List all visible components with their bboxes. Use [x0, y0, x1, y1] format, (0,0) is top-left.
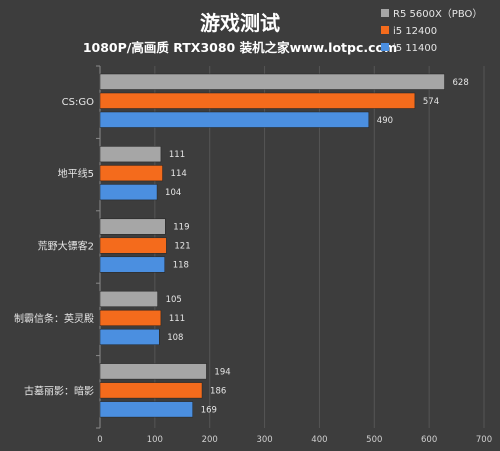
bar-value-label: 104: [165, 188, 181, 198]
bar: [99, 165, 163, 182]
bar: [99, 256, 165, 273]
bar: [99, 73, 445, 90]
bar: [99, 218, 166, 235]
legend-swatch: [381, 43, 389, 51]
x-tick-label: 100: [147, 435, 163, 445]
bars: 628 574 490 111 114 104 119 121 118 105 111 108 194 1…: [99, 73, 469, 418]
x-tick-label: 0: [97, 435, 102, 445]
legend: R5 5600X（PBO） i5 12400 i5 11400: [381, 8, 482, 54]
x-tick-label: 700: [476, 435, 492, 445]
bar-value-label: 574: [423, 97, 439, 107]
bar: [99, 382, 203, 399]
bar: [99, 328, 160, 345]
bar: [99, 401, 193, 418]
legend-swatch: [381, 26, 389, 34]
x-tick-label: 400: [311, 435, 327, 445]
bar: [99, 111, 370, 128]
bar-value-label: 111: [169, 314, 185, 324]
chart-subtitle: 1080P/高画质 RTX3080 装机之家www.lotpc.com: [83, 40, 397, 55]
x-tick-label: 200: [202, 435, 218, 445]
bar-value-label: 118: [173, 261, 189, 271]
legend-label: i5 12400: [393, 26, 437, 37]
x-tick-label: 300: [256, 435, 272, 445]
category-label: 制霸信条：英灵殿: [14, 312, 94, 325]
bar: [99, 146, 162, 163]
x-tick-label: 600: [421, 435, 437, 445]
bar-value-label: 194: [214, 367, 230, 377]
bar: [99, 184, 158, 201]
category-label: 地平线5: [58, 167, 94, 180]
bar: [99, 92, 416, 109]
bar-value-label: 114: [171, 169, 187, 179]
bar: [99, 237, 167, 254]
bar-value-label: 186: [210, 386, 226, 396]
bar-value-label: 108: [167, 333, 183, 343]
legend-label: R5 5600X（PBO）: [393, 8, 482, 20]
bar-value-label: 628: [453, 78, 469, 88]
bar-value-label: 119: [173, 223, 189, 233]
x-tick-label: 500: [366, 435, 382, 445]
chart-title: 游戏测试: [200, 11, 280, 35]
x-axis-ticks: 0 100 200 300 400 500 600 700: [97, 435, 492, 445]
bar-value-label: 105: [166, 295, 182, 305]
bar: [99, 309, 162, 326]
bar-value-label: 111: [169, 150, 185, 160]
category-label: 古墓丽影：暗影: [24, 384, 94, 397]
bar-value-label: 121: [174, 242, 190, 252]
legend-swatch: [381, 9, 389, 17]
category-label: 荒野大镖客2: [38, 240, 94, 253]
legend-label: i5 11400: [393, 43, 437, 54]
bar: [99, 363, 207, 380]
category-label: CS:GO: [62, 97, 94, 108]
bar: [99, 290, 158, 307]
bar-value-label: 169: [201, 405, 217, 415]
bar-value-label: 490: [377, 116, 393, 126]
